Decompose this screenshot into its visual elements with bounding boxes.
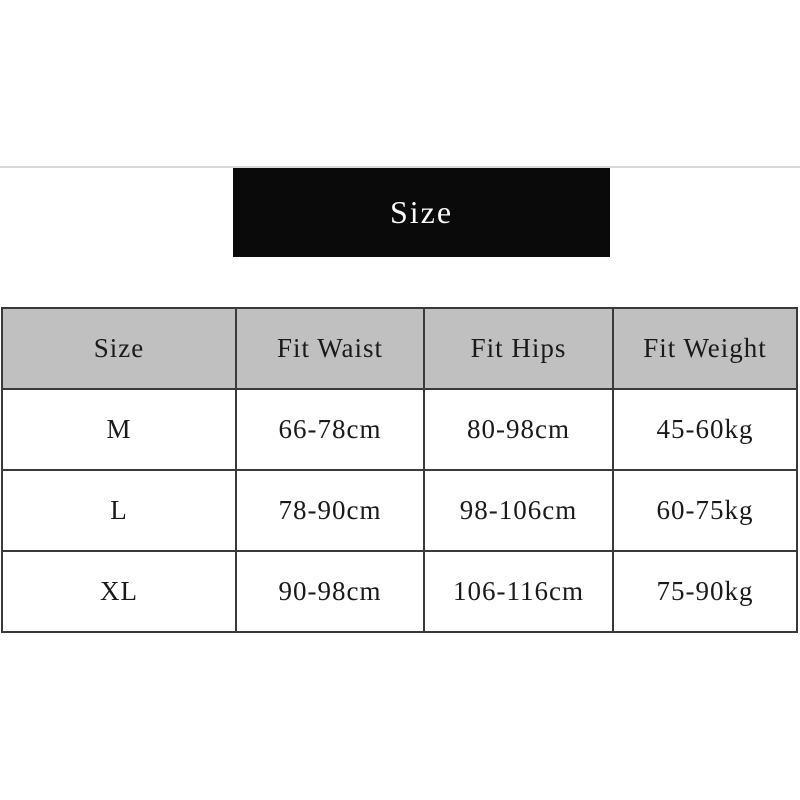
table-row-xl: XL 90-98cm 106-116cm 75-90kg (1, 550, 798, 633)
weight-value: 45-60kg (612, 388, 798, 471)
banner-title: Size (389, 194, 454, 230)
hips-value: 80-98cm (423, 388, 614, 471)
size-table: Size Fit Waist Fit Hips Fit Weight M 66-… (1, 307, 798, 633)
hips-value: 98-106cm (423, 469, 614, 552)
weight-value: 60-75kg (612, 469, 798, 552)
size-banner: Size (233, 168, 610, 257)
table-row-m: M 66-78cm 80-98cm 45-60kg (1, 388, 798, 471)
waist-value: 78-90cm (235, 469, 425, 552)
waist-value: 66-78cm (235, 388, 425, 471)
size-label: M (1, 388, 237, 471)
weight-value: 75-90kg (612, 550, 798, 633)
waist-value: 90-98cm (235, 550, 425, 633)
hips-value: 106-116cm (423, 550, 614, 633)
column-header-waist: Fit Waist (235, 307, 425, 390)
table-header-row: Size Fit Waist Fit Hips Fit Weight (1, 307, 798, 390)
column-header-size: Size (1, 307, 237, 390)
size-label: L (1, 469, 237, 552)
divider-line (0, 166, 800, 168)
column-header-weight: Fit Weight (612, 307, 798, 390)
table-row-l: L 78-90cm 98-106cm 60-75kg (1, 469, 798, 552)
column-header-hips: Fit Hips (423, 307, 614, 390)
size-label: XL (1, 550, 237, 633)
